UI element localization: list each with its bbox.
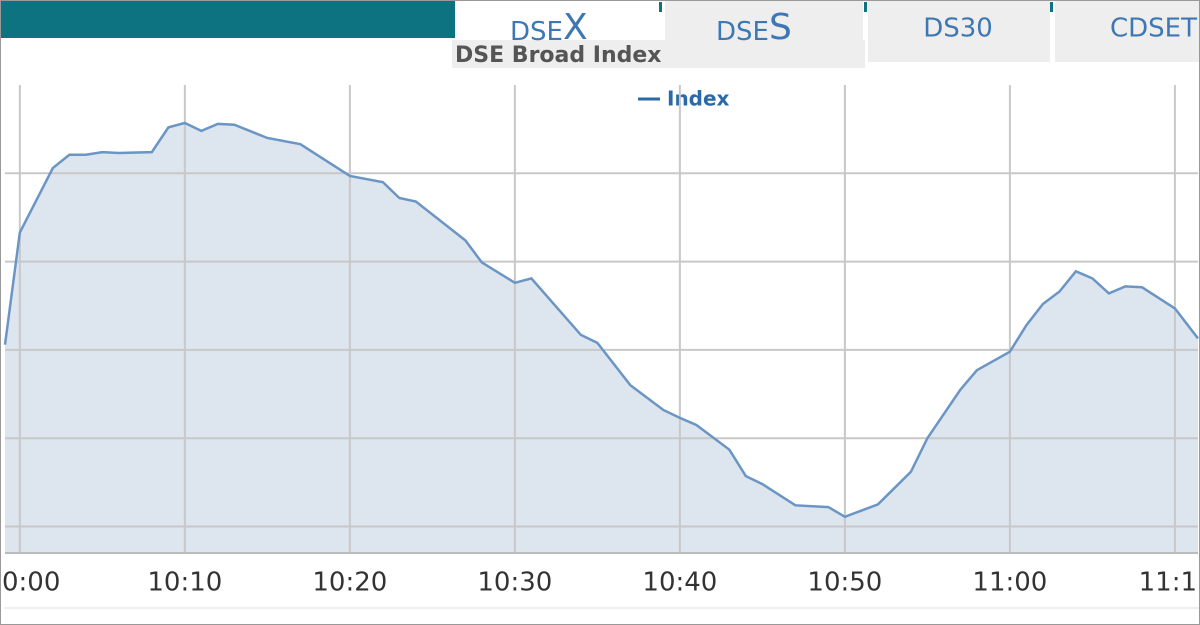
x-tick-label: 10:20 bbox=[312, 568, 387, 598]
tab-separator bbox=[1050, 2, 1053, 12]
line bbox=[3, 121, 1199, 519]
x-tick-label: 11:00 bbox=[972, 568, 1047, 598]
tab[interactable] bbox=[1055, 0, 1200, 62]
tab-label[interactable]: DSES bbox=[716, 7, 792, 48]
tab-label-prefix[interactable]: DSE bbox=[716, 17, 769, 47]
tab-label-prefix[interactable]: DSE bbox=[510, 17, 563, 47]
tab-label-suffix[interactable]: S bbox=[769, 7, 792, 48]
area bbox=[5, 122, 1198, 553]
tab-label-suffix[interactable]: X bbox=[563, 7, 588, 48]
legend-label[interactable]: Index bbox=[667, 87, 730, 111]
tab-label[interactable]: DS30 bbox=[923, 14, 993, 44]
tab-label[interactable]: DSEX bbox=[510, 7, 588, 48]
title-box bbox=[452, 40, 865, 68]
chart-title: DSE Broad Index bbox=[455, 43, 662, 68]
tab-separator bbox=[864, 2, 867, 12]
x-tick-label: 10:10 bbox=[147, 568, 222, 598]
header-bar bbox=[0, 0, 455, 38]
x-tick-label: 0:00 bbox=[2, 568, 60, 598]
tab[interactable] bbox=[868, 0, 1050, 62]
tab-separator bbox=[659, 2, 662, 12]
tab-label[interactable]: CDSET bbox=[1110, 14, 1197, 44]
x-tick-label: 10:50 bbox=[807, 568, 882, 598]
x-tick-label: 11:1 bbox=[1139, 568, 1197, 598]
x-tick-label: 10:40 bbox=[642, 568, 717, 598]
tab-active[interactable] bbox=[457, 0, 660, 40]
x-tick-label: 10:30 bbox=[477, 568, 552, 598]
